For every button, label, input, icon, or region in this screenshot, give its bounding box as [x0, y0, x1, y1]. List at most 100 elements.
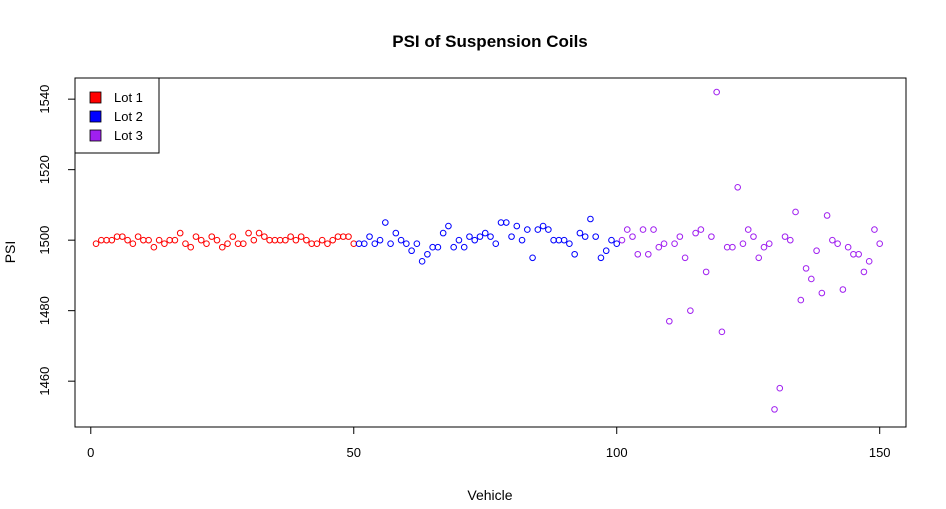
data-point [829, 236, 836, 244]
data-point [734, 183, 741, 191]
data-point [297, 233, 305, 240]
data-point [592, 233, 599, 240]
data-point [255, 229, 263, 237]
data-point [434, 243, 442, 251]
y-tick-label: 1480 [37, 296, 52, 325]
data-point [844, 243, 852, 251]
data-point [287, 233, 294, 240]
series-lot-1 [92, 229, 358, 251]
data-point [855, 250, 862, 258]
data-point [360, 240, 368, 247]
data-point [403, 240, 410, 247]
data-point [108, 236, 116, 244]
data-point [639, 226, 647, 233]
data-point [208, 233, 216, 240]
data-point [481, 229, 489, 237]
data-point [629, 233, 636, 240]
data-point [119, 233, 126, 240]
data-point [466, 233, 473, 240]
data-point [713, 88, 720, 96]
data-point [755, 254, 763, 262]
data-point [182, 240, 189, 247]
data-point [860, 268, 868, 276]
legend-label-lot-3: Lot 3 [114, 128, 143, 143]
data-point [681, 254, 689, 262]
data-point [124, 236, 131, 244]
data-point [560, 236, 568, 244]
data-points [92, 88, 884, 413]
data-point [445, 222, 452, 230]
data-point [392, 229, 400, 237]
chart-title: PSI of Suspension Coils [392, 32, 588, 51]
data-point [518, 236, 526, 244]
data-point [839, 286, 847, 293]
data-point [813, 247, 820, 255]
data-point [729, 243, 736, 251]
data-point [618, 236, 626, 244]
data-point [460, 243, 468, 251]
data-point [155, 236, 163, 244]
data-point [708, 233, 715, 240]
data-point [608, 236, 615, 244]
data-point [129, 240, 137, 247]
data-point [397, 236, 405, 244]
data-point [765, 240, 773, 247]
data-point [192, 233, 200, 240]
data-point [387, 240, 394, 247]
data-point [792, 208, 799, 216]
data-point [797, 296, 805, 304]
data-point [508, 233, 515, 240]
data-point [203, 240, 210, 247]
data-point [318, 236, 326, 244]
data-point [261, 233, 268, 240]
data-point [492, 240, 500, 247]
data-point [666, 317, 673, 325]
data-point [760, 243, 768, 251]
data-point [303, 236, 310, 244]
data-point [313, 240, 321, 247]
y-tick-label: 1460 [37, 367, 52, 396]
data-point [324, 240, 331, 247]
data-point [224, 240, 231, 247]
data-point [171, 236, 179, 244]
data-point [587, 215, 594, 223]
legend-label-lot-2: Lot 2 [114, 109, 143, 124]
data-point [671, 240, 678, 247]
data-point [176, 229, 184, 237]
data-point [876, 240, 884, 247]
data-point [739, 240, 747, 247]
data-point [408, 247, 415, 255]
data-point [250, 236, 258, 244]
data-point [623, 226, 631, 233]
data-point [450, 243, 457, 251]
data-point [545, 226, 552, 233]
legend-swatch-lot-1 [89, 91, 102, 104]
data-point [92, 240, 100, 247]
data-point [576, 229, 584, 237]
data-point [744, 226, 752, 233]
data-point [282, 236, 289, 244]
y-axis-label: PSI [2, 241, 18, 264]
x-tick-label: 50 [347, 445, 361, 460]
data-point [187, 243, 195, 251]
data-point [697, 226, 705, 233]
data-point [613, 240, 621, 247]
data-point [145, 236, 152, 244]
data-point [650, 226, 657, 233]
series-lot-2 [355, 215, 621, 265]
data-point [213, 236, 221, 244]
data-point [602, 247, 610, 255]
data-point [134, 233, 142, 240]
data-point [382, 219, 389, 226]
x-axis-label: Vehicle [467, 487, 512, 503]
data-point [471, 236, 479, 244]
data-point [524, 226, 531, 233]
data-point [218, 243, 226, 251]
data-point [802, 265, 810, 272]
data-point [634, 250, 642, 258]
data-point [644, 250, 652, 258]
data-point [660, 240, 668, 247]
data-point [786, 236, 794, 244]
